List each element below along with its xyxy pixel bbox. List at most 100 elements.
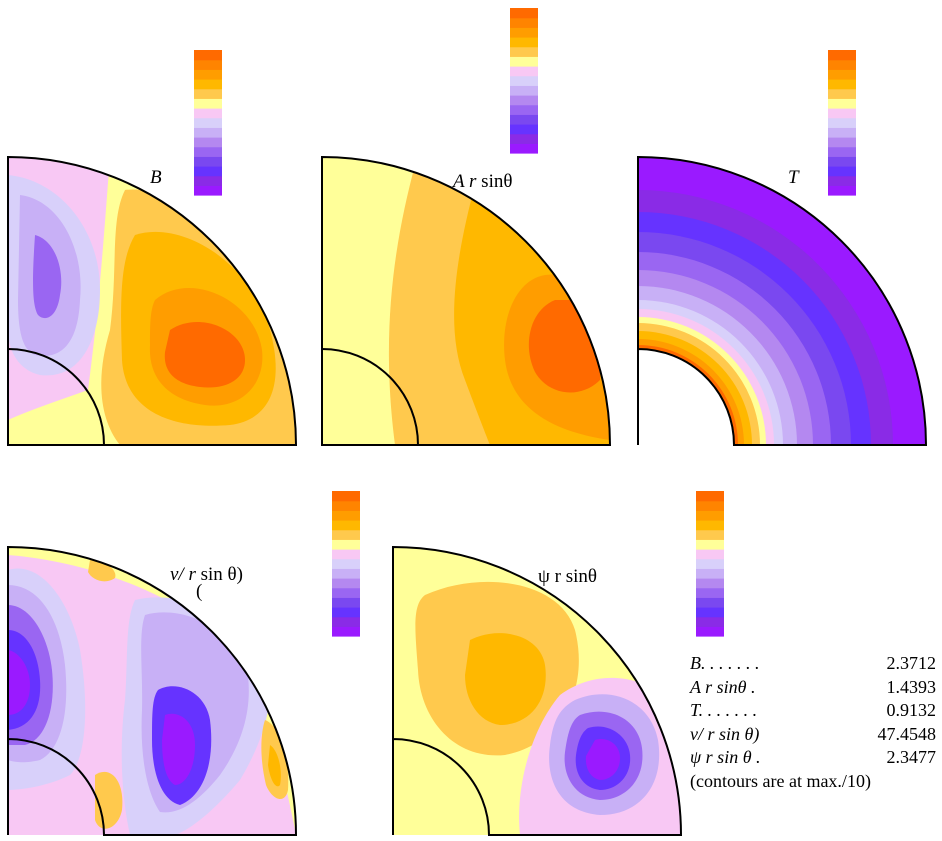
legend-note: (contours are at max./10) xyxy=(690,770,871,791)
legend-value: 1.4393 xyxy=(886,676,937,697)
colorbar-swatch xyxy=(194,156,222,167)
colorbar-swatch xyxy=(828,166,856,177)
colorbar-swatch xyxy=(510,66,538,77)
colorbar-swatch xyxy=(510,75,538,86)
legend-row: v/ r sin θ) 47.4548 xyxy=(690,723,936,747)
legend-row: ψ r sin θ . 2.3477 xyxy=(690,746,936,770)
label-v: v/ r sin θ) xyxy=(170,564,243,585)
panel-psi xyxy=(392,545,683,836)
legend-value: 0.9132 xyxy=(886,700,937,720)
colorbar-b xyxy=(194,50,222,196)
colorbar-swatch xyxy=(510,133,538,144)
colorbar-swatch xyxy=(332,558,360,569)
colorbar-swatch xyxy=(828,175,856,186)
legend-value: 47.4548 xyxy=(877,723,937,744)
colorbar-swatch xyxy=(828,50,856,61)
colorbar-swatch xyxy=(828,108,856,119)
colorbar-swatch xyxy=(696,626,724,637)
colorbar-swatch xyxy=(510,37,538,48)
label-v-extra: ( xyxy=(196,581,202,602)
label-a: A r sinθ xyxy=(451,171,512,192)
colorbar-swatch xyxy=(828,185,856,196)
colorbar-swatch xyxy=(332,539,360,550)
colorbar-swatch xyxy=(332,491,360,502)
maxima-legend: B. . . . . . . 2.3712 A r sinθ . 1.4393 … xyxy=(690,652,936,793)
legend-name: ψ r sin θ . xyxy=(690,747,761,767)
colorbar-swatch xyxy=(510,17,538,28)
colorbar-swatch xyxy=(332,568,360,579)
colorbar-swatch xyxy=(828,69,856,80)
colorbar-swatch xyxy=(510,85,538,96)
colorbar-swatch xyxy=(194,166,222,177)
colorbar-swatch xyxy=(510,95,538,106)
colorbar-swatch xyxy=(510,8,538,19)
colorbar-swatch xyxy=(696,616,724,627)
colorbar-swatch xyxy=(696,568,724,579)
colorbar-swatch xyxy=(696,539,724,550)
colorbar-swatch xyxy=(332,520,360,531)
colorbar-swatch xyxy=(332,597,360,608)
colorbar-v xyxy=(332,491,360,637)
legend-row: A r sinθ . 1.4393 xyxy=(690,676,936,700)
colorbar-swatch xyxy=(696,607,724,618)
colorbar-t xyxy=(828,50,856,196)
colorbar-swatch xyxy=(510,143,538,154)
colorbar-swatch xyxy=(332,510,360,521)
colorbar-swatch xyxy=(194,50,222,61)
colorbar-swatch xyxy=(194,146,222,157)
label-t: T xyxy=(788,167,800,188)
colorbar-swatch xyxy=(332,616,360,627)
legend-row: B. . . . . . . 2.3712 xyxy=(690,652,936,676)
colorbar-swatch xyxy=(194,98,222,109)
panel-v xyxy=(7,545,298,836)
panel-t-contours xyxy=(638,157,926,445)
colorbar-swatch xyxy=(696,510,724,521)
colorbar-swatch xyxy=(194,117,222,128)
legend-name: v/ r sin θ) xyxy=(690,723,760,744)
colorbar-swatch xyxy=(696,491,724,502)
panel-v-contours xyxy=(8,547,296,835)
colorbar-swatch xyxy=(696,520,724,531)
colorbar-swatch xyxy=(510,46,538,57)
colorbar-swatch xyxy=(194,185,222,196)
colorbar-swatch xyxy=(510,56,538,67)
colorbar-swatch xyxy=(194,88,222,99)
panel-t xyxy=(637,155,928,446)
colorbar-swatch xyxy=(828,98,856,109)
panel-a xyxy=(321,155,612,446)
colorbar-swatch xyxy=(828,156,856,167)
colorbar-swatch xyxy=(510,114,538,125)
legend-value: 2.3712 xyxy=(886,653,937,673)
colorbar-swatch xyxy=(332,549,360,560)
colorbar-swatch xyxy=(332,529,360,540)
colorbar-swatch xyxy=(828,146,856,157)
colorbar-swatch xyxy=(194,127,222,138)
label-psi: ψ r sinθ xyxy=(538,566,597,587)
colorbar-swatch xyxy=(696,500,724,511)
colorbar-swatch xyxy=(332,500,360,511)
colorbar-swatch xyxy=(828,137,856,148)
panel-a-contours xyxy=(322,157,610,445)
panel-b-contours xyxy=(8,157,296,445)
colorbar-swatch xyxy=(194,137,222,148)
label-b: B xyxy=(150,167,162,188)
colorbar-swatch xyxy=(828,88,856,99)
colorbar-swatch xyxy=(696,529,724,540)
colorbar-swatch xyxy=(510,124,538,135)
colorbar-swatch xyxy=(696,558,724,569)
colorbar-swatch xyxy=(194,79,222,90)
legend-name: B. . . . . . . xyxy=(690,653,760,673)
colorbar-swatch xyxy=(510,27,538,38)
panel-b xyxy=(7,155,298,446)
colorbar-swatch xyxy=(194,69,222,80)
colorbar-swatch xyxy=(828,79,856,90)
colorbar-swatch xyxy=(332,607,360,618)
colorbar-swatch xyxy=(194,59,222,70)
colorbar-swatch xyxy=(194,108,222,119)
colorbar-swatch xyxy=(828,59,856,70)
legend-name: A r sinθ . xyxy=(690,676,756,697)
colorbar-swatch xyxy=(696,587,724,598)
colorbar-swatch xyxy=(828,117,856,128)
colorbar-swatch xyxy=(828,127,856,138)
